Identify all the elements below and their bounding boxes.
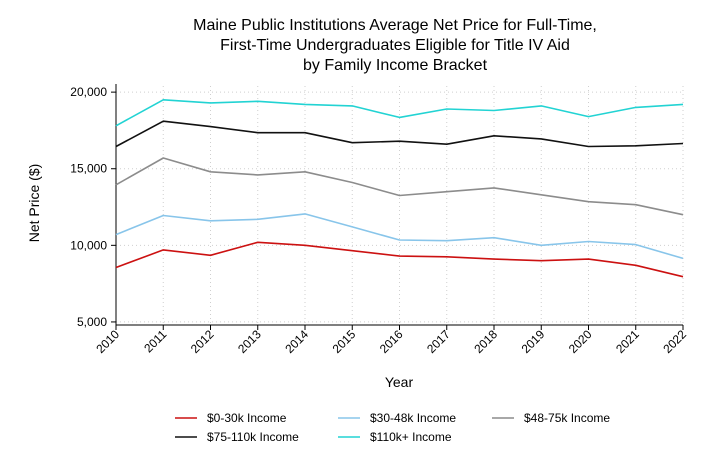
- y-tick-label: 10,000: [70, 238, 107, 252]
- tick-labels: 5,000 10,000 15,000 20,000 2010 2011 2012 2013 2…: [70, 85, 689, 356]
- chart-title-line-1: Maine Public Institutions Average Net Pr…: [193, 17, 597, 34]
- x-tick-label: 2015: [330, 327, 359, 356]
- x-tick-label: 2014: [282, 327, 311, 356]
- series-line-4: [115, 99, 684, 127]
- x-tick-label: 2010: [93, 327, 122, 356]
- series-line-3: [115, 120, 684, 148]
- legend: $0-30k Income $30-48k Income $48-75k Incom…: [175, 411, 610, 444]
- x-tick-label: 2019: [519, 327, 548, 356]
- x-tick-label: 2018: [471, 327, 500, 356]
- y-axis-label: Net Price ($): [26, 164, 42, 243]
- series-line-0: [115, 241, 684, 278]
- x-tick-label: 2021: [613, 327, 642, 356]
- legend-label-2: $48-75k Income: [524, 411, 610, 425]
- legend-label-0: $0-30k Income: [207, 411, 287, 425]
- chart-title-line-2: First-Time Undergraduates Eligible for T…: [220, 37, 570, 54]
- series-line-1: [115, 213, 684, 260]
- y-tick-label: 5,000: [77, 315, 107, 329]
- grid-lines: [115, 86, 684, 325]
- y-tick-label: 15,000: [70, 162, 107, 176]
- chart-title-line-3: by Family Income Bracket: [303, 57, 488, 74]
- legend-label-1: $30-48k Income: [370, 411, 456, 425]
- x-axis-label: Year: [385, 374, 414, 390]
- legend-label-4: $110k+ Income: [370, 430, 452, 444]
- axes: [111, 84, 684, 330]
- legend-label-3: $75-110k Income: [207, 430, 299, 444]
- x-tick-label: 2022: [660, 327, 689, 356]
- x-tick-label: 2020: [566, 327, 595, 356]
- x-tick-label: 2016: [377, 327, 406, 356]
- x-tick-label: 2013: [235, 327, 264, 356]
- series-lines: [115, 99, 684, 278]
- x-tick-label: 2012: [188, 327, 217, 356]
- x-tick-label: 2011: [141, 327, 169, 355]
- y-tick-label: 20,000: [70, 85, 107, 99]
- x-tick-label: 2017: [424, 327, 453, 356]
- series-line-2: [115, 157, 684, 216]
